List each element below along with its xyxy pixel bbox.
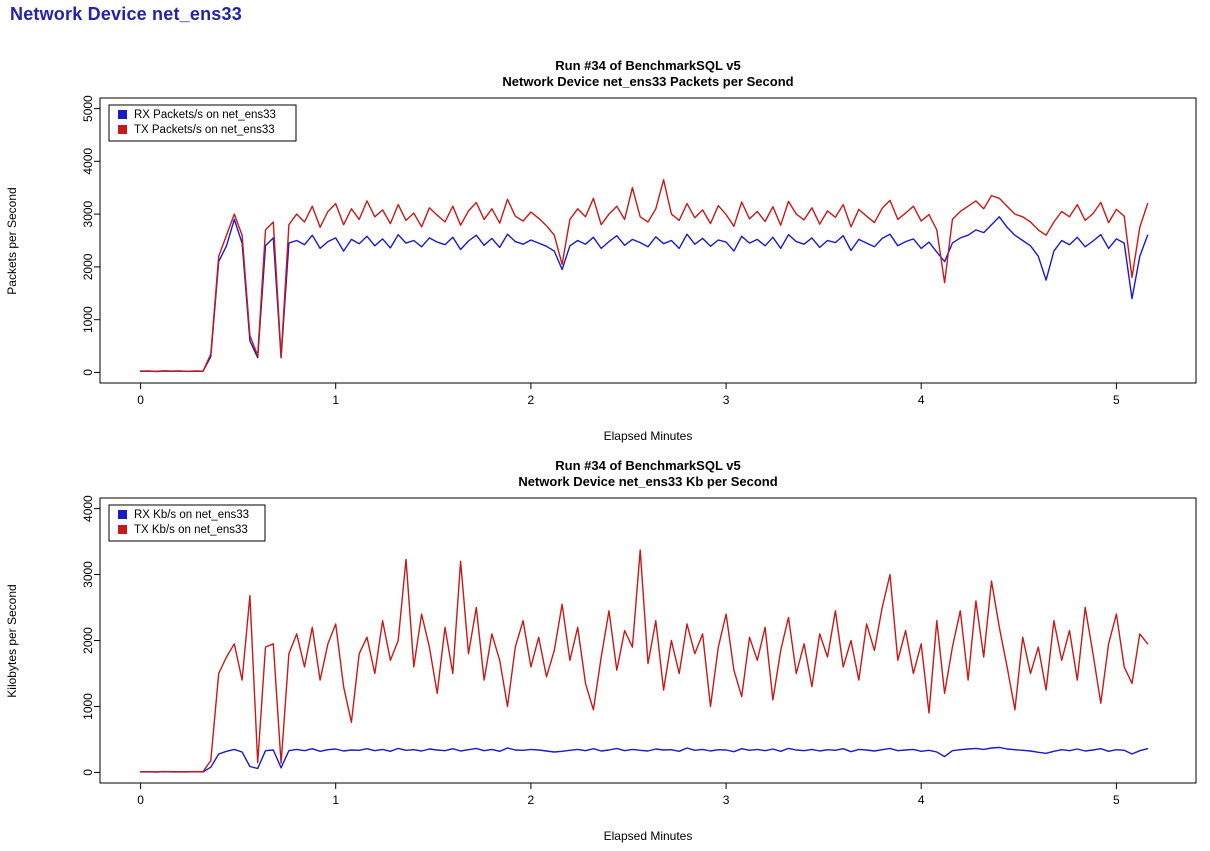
svg-text:Run #34 of BenchmarkSQL v5: Run #34 of BenchmarkSQL v5 — [555, 58, 740, 73]
svg-text:5: 5 — [1113, 793, 1120, 807]
svg-text:1000: 1000 — [81, 693, 95, 720]
svg-text:2000: 2000 — [81, 627, 95, 654]
svg-text:0: 0 — [81, 369, 95, 376]
svg-text:5: 5 — [1113, 393, 1120, 407]
svg-text:3: 3 — [723, 793, 730, 807]
svg-text:Elapsed Minutes: Elapsed Minutes — [604, 429, 693, 443]
svg-text:0: 0 — [81, 769, 95, 776]
svg-text:1000: 1000 — [81, 306, 95, 333]
svg-text:Elapsed Minutes: Elapsed Minutes — [604, 829, 693, 843]
svg-text:RX Packets/s on net_ens33: RX Packets/s on net_ens33 — [134, 109, 276, 121]
svg-text:0: 0 — [137, 393, 144, 407]
svg-text:2000: 2000 — [81, 253, 95, 280]
svg-text:Kilobytes per Second: Kilobytes per Second — [5, 584, 19, 697]
svg-text:Run #34 of BenchmarkSQL v5: Run #34 of BenchmarkSQL v5 — [555, 458, 740, 473]
svg-text:2: 2 — [528, 793, 535, 807]
svg-text:Network Device net_ens33 Packe: Network Device net_ens33 Packets per Sec… — [502, 74, 793, 89]
kb-per-second-chart: Run #34 of BenchmarkSQL v5 Network Device… — [0, 450, 1210, 848]
svg-text:4: 4 — [918, 393, 925, 407]
svg-text:RX Kb/s on net_ens33: RX Kb/s on net_ens33 — [134, 509, 249, 521]
svg-text:4: 4 — [918, 793, 925, 807]
svg-text:4000: 4000 — [81, 148, 95, 175]
svg-text:0: 0 — [137, 793, 144, 807]
svg-text:2: 2 — [528, 393, 535, 407]
packets-per-second-chart: Run #34 of BenchmarkSQL v5 Network Device… — [0, 50, 1210, 448]
svg-text:TX Kb/s on net_ens33: TX Kb/s on net_ens33 — [134, 524, 248, 536]
svg-text:TX Packets/s on net_ens33: TX Packets/s on net_ens33 — [134, 124, 275, 136]
svg-text:3: 3 — [723, 393, 730, 407]
svg-text:1: 1 — [332, 793, 339, 807]
svg-text:1: 1 — [332, 393, 339, 407]
svg-text:Packets per Second: Packets per Second — [5, 187, 19, 294]
svg-text:3000: 3000 — [81, 561, 95, 588]
svg-text:5000: 5000 — [81, 95, 95, 122]
page-title: Network Device net_ens33 — [10, 4, 242, 24]
svg-text:3000: 3000 — [81, 200, 95, 227]
svg-text:Network Device net_ens33 Kb pe: Network Device net_ens33 Kb per Second — [518, 474, 777, 489]
svg-text:4000: 4000 — [81, 495, 95, 522]
